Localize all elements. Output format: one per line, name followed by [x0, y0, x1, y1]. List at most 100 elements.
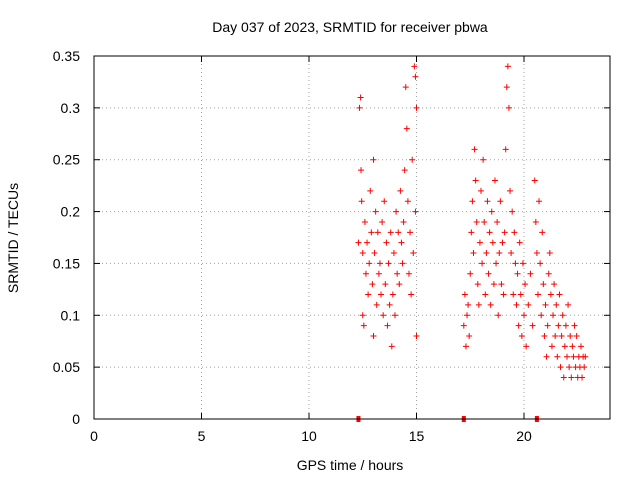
data-point — [486, 229, 493, 236]
data-point — [489, 239, 496, 246]
chart-title: Day 037 of 2023, SRMTID for receiver pbw… — [212, 19, 488, 35]
data-points — [355, 63, 589, 381]
data-point — [399, 260, 406, 267]
data-point — [395, 229, 402, 236]
data-point — [518, 333, 525, 340]
data-point — [401, 167, 408, 174]
data-point — [556, 291, 563, 298]
data-point — [365, 291, 372, 298]
data-point — [358, 198, 365, 205]
data-point — [361, 218, 368, 225]
data-point — [383, 239, 390, 246]
data-point — [473, 218, 480, 225]
data-point — [527, 270, 534, 277]
data-point — [394, 270, 401, 277]
data-point — [550, 312, 557, 319]
data-point — [511, 229, 518, 236]
data-point — [566, 364, 573, 371]
data-point — [541, 333, 548, 340]
data-point — [560, 374, 567, 381]
data-point — [466, 333, 473, 340]
data-point — [484, 198, 491, 205]
data-point — [408, 291, 415, 298]
y-tick-label: 0.15 — [53, 255, 80, 271]
data-point — [521, 312, 527, 319]
data-point — [374, 229, 381, 236]
data-point — [462, 343, 469, 350]
data-point — [389, 291, 396, 298]
data-point — [495, 312, 502, 319]
data-point — [380, 312, 387, 319]
data-point — [542, 301, 549, 308]
data-point — [510, 291, 517, 298]
data-point — [381, 198, 388, 205]
data-point — [559, 312, 566, 319]
data-point — [569, 343, 576, 350]
data-point — [397, 187, 404, 194]
data-point — [388, 343, 395, 350]
data-point — [543, 353, 550, 360]
data-point — [387, 229, 394, 236]
data-point — [557, 364, 564, 371]
plot-frame — [93, 55, 611, 420]
data-point — [460, 322, 467, 329]
data-point — [366, 260, 373, 267]
data-point — [357, 94, 364, 101]
data-point — [570, 353, 577, 360]
data-point — [545, 270, 552, 277]
data-point — [505, 104, 512, 111]
data-point — [478, 187, 484, 194]
data-point — [548, 343, 555, 350]
data-point — [508, 250, 515, 257]
data-point — [491, 177, 498, 184]
data-point — [516, 239, 523, 246]
data-point — [565, 301, 572, 308]
data-point — [540, 281, 547, 288]
data-point — [514, 270, 521, 277]
x-tick-label: 5 — [198, 428, 206, 444]
data-point — [469, 198, 476, 205]
data-point — [502, 146, 509, 153]
data-point — [496, 250, 503, 257]
data-point — [400, 218, 407, 225]
data-point — [467, 270, 474, 277]
y-tick-label: 0.35 — [53, 48, 80, 64]
data-point — [562, 322, 569, 329]
data-point — [359, 250, 366, 257]
data-point — [538, 312, 545, 319]
data-point — [356, 104, 363, 111]
data-point — [369, 281, 376, 288]
data-point — [503, 84, 510, 91]
data-point — [555, 322, 562, 329]
data-point — [539, 229, 546, 236]
data-point — [558, 333, 565, 340]
tick-labels: 0 5 10 15 20 0 0.05 0.1 0.15 0.2 0.25 0.3 0.35 — [53, 48, 532, 444]
data-point — [360, 322, 367, 329]
data-point — [533, 250, 540, 257]
x-axis-label: GPS time / hours — [297, 457, 404, 473]
data-point — [392, 312, 398, 319]
data-point — [490, 281, 497, 288]
data-point — [579, 374, 586, 381]
data-point — [561, 343, 568, 350]
data-point — [470, 250, 477, 257]
data-point — [475, 301, 482, 308]
y-tick-label: 0.25 — [53, 152, 80, 168]
y-tick-label: 0.2 — [61, 204, 81, 220]
data-point — [483, 250, 490, 257]
data-point — [480, 156, 487, 163]
data-point — [373, 301, 380, 308]
data-point — [378, 291, 385, 298]
data-point — [364, 239, 371, 246]
data-point — [529, 322, 536, 329]
data-point — [382, 281, 389, 288]
data-point — [376, 260, 383, 267]
data-point — [370, 156, 377, 163]
data-point — [500, 291, 507, 298]
x-tick-label: 10 — [301, 428, 317, 444]
data-point — [474, 281, 481, 288]
data-point — [501, 229, 508, 236]
data-point — [413, 333, 420, 340]
data-point — [487, 301, 494, 308]
